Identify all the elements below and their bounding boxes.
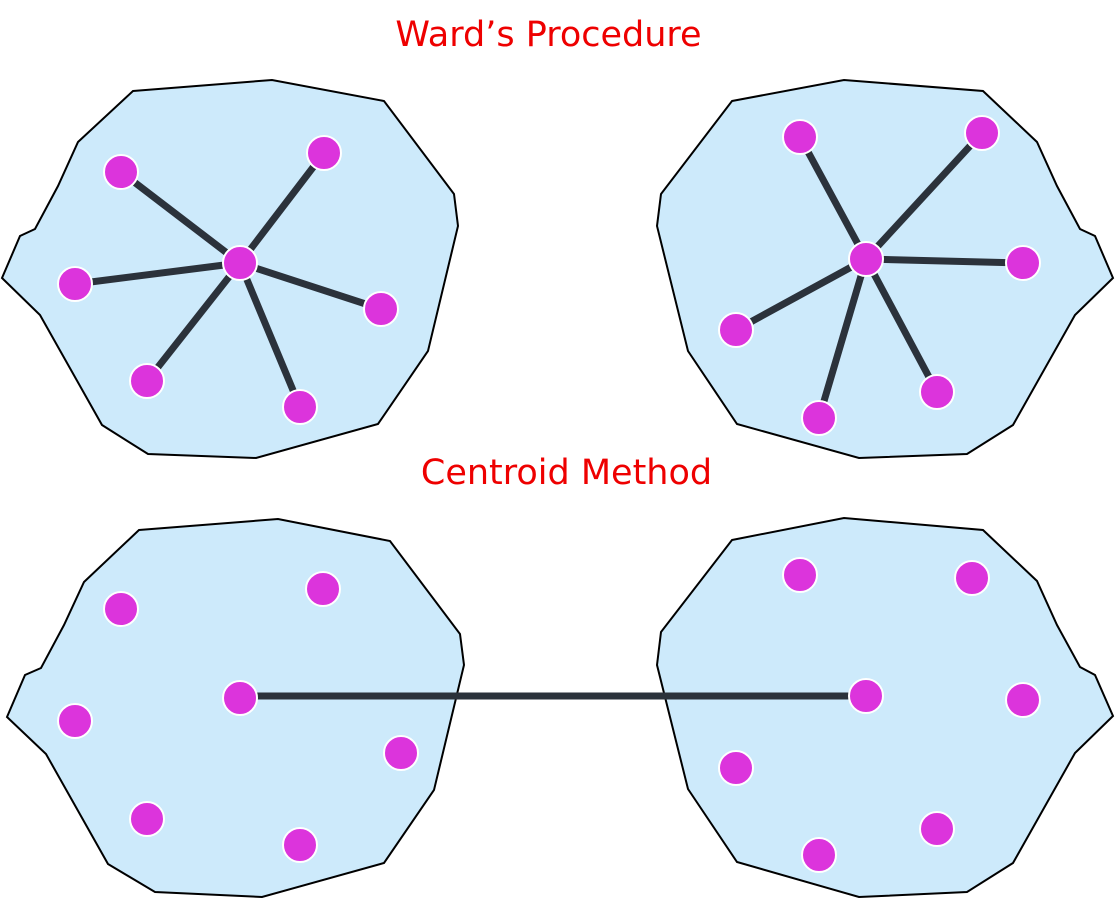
data-point [363, 291, 399, 327]
data-point [718, 312, 754, 348]
ward-link [815, 258, 870, 419]
data-point [306, 135, 342, 171]
centroid-method-title: Centroid Method [420, 453, 713, 493]
wards-procedure-title: Ward’s Procedure [395, 15, 702, 55]
data-point [964, 115, 1000, 151]
data-point [282, 389, 318, 425]
data-point [1005, 245, 1041, 281]
data-point [383, 735, 419, 771]
data-point [801, 837, 837, 873]
ward-link [734, 255, 868, 334]
right-centroid-point [848, 678, 884, 714]
data-point [305, 571, 341, 607]
data-point [919, 811, 955, 847]
wards-left-cluster [0, 78, 460, 460]
data-point [129, 801, 165, 837]
data-point [129, 363, 165, 399]
data-point [282, 827, 318, 863]
data-point [103, 154, 139, 190]
data-point [103, 591, 139, 627]
wards-right-cluster-region [655, 78, 1115, 460]
cluster-center-point [848, 241, 884, 277]
left-centroid-point [222, 680, 258, 716]
ward-link [238, 259, 383, 313]
ward-link [237, 150, 327, 266]
ward-link [118, 169, 243, 266]
data-point [1005, 682, 1041, 718]
data-point [782, 119, 818, 155]
ward-link [236, 261, 304, 409]
data-point [801, 400, 837, 436]
ward-link [796, 135, 870, 261]
centroid-right-cluster-region [655, 516, 1115, 898]
ward-link [74, 259, 241, 288]
data-point [782, 557, 818, 593]
centroid-right-cluster [655, 516, 1115, 898]
cluster-center-point [222, 245, 258, 281]
ward-link [865, 255, 1024, 267]
ward-link [862, 257, 941, 394]
data-point [57, 703, 93, 739]
ward-link [863, 130, 985, 262]
wards-right-cluster [655, 78, 1115, 460]
data-point [718, 750, 754, 786]
data-point [954, 560, 990, 596]
data-point [919, 374, 955, 410]
ward-link [144, 260, 243, 384]
data-point [57, 266, 93, 302]
